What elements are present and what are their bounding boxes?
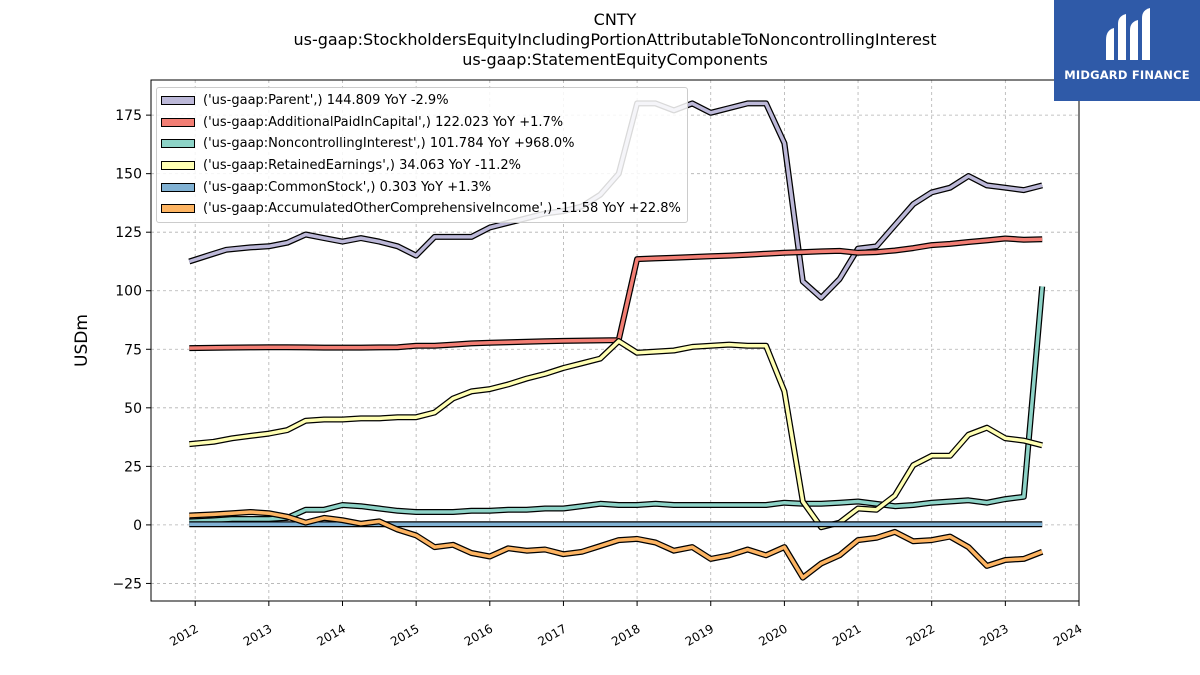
legend-entry: ('us-gaap:AdditionalPaidInCapital',) 122…: [161, 112, 681, 134]
y-tick-label: 25: [124, 459, 142, 475]
x-tick-label: 2014: [315, 621, 348, 648]
y-tick-label: 75: [124, 342, 142, 358]
series-line-2: [189, 286, 1044, 524]
y-tick-label: 150: [115, 167, 142, 183]
legend-entry: ('us-gaap:AccumulatedOtherComprehensiveI…: [161, 198, 681, 220]
legend-swatch: [161, 117, 195, 127]
chart-title-block: CNTY us-gaap:StockholdersEquityIncluding…: [0, 10, 1200, 70]
x-tick-label: 2012: [167, 621, 200, 648]
chart-subtitle-1: us-gaap:StockholdersEquityIncludingPorti…: [293, 30, 937, 49]
y-tick-label: −25: [112, 576, 142, 592]
y-tick-label: 175: [115, 108, 142, 124]
legend-label: ('us-gaap:Parent',) 144.809 YoY -2.9%: [203, 93, 449, 109]
legend-swatch: [161, 161, 195, 171]
legend-entry: ('us-gaap:NoncontrollingInterest',) 101.…: [161, 133, 681, 155]
x-tick-label: 2020: [756, 621, 789, 648]
y-tick-label: 100: [115, 284, 142, 300]
legend-swatch: [161, 204, 195, 214]
y-tick-label: 0: [133, 518, 142, 534]
x-tick-label: 2023: [977, 621, 1010, 648]
chart-title: CNTY: [593, 10, 637, 29]
series-line-5: [189, 510, 1043, 580]
x-tick-label: 2018: [609, 621, 642, 648]
y-tick-label: 50: [124, 401, 142, 417]
x-tick-label: 2022: [904, 621, 937, 648]
legend-label: ('us-gaap:RetainedEarnings',) 34.063 YoY…: [203, 158, 521, 174]
x-tick-label: 2021: [830, 621, 863, 648]
x-tick-label: 2019: [683, 621, 716, 648]
legend-entry: ('us-gaap:RetainedEarnings',) 34.063 YoY…: [161, 155, 681, 177]
series-line-1: [189, 236, 1043, 350]
legend-swatch: [161, 96, 195, 106]
legend-swatch: [161, 182, 195, 192]
series-outline-1: [189, 235, 1043, 352]
company-logo: MIDGARD FINANCE: [1054, 0, 1200, 101]
logo-mark-icon: [1106, 8, 1150, 60]
series-line-3: [189, 339, 1043, 529]
legend-label: ('us-gaap:NoncontrollingInterest',) 101.…: [203, 136, 575, 152]
logo-text: MIDGARD FINANCE: [1064, 68, 1190, 82]
legend-swatch: [161, 139, 195, 149]
x-tick-label: 2017: [535, 621, 568, 648]
x-tick-label: 2024: [1051, 621, 1084, 648]
legend-entry: ('us-gaap:Parent',) 144.809 YoY -2.9%: [161, 90, 681, 112]
x-tick-label: 2016: [462, 621, 495, 648]
x-tick-label: 2013: [241, 621, 274, 648]
legend-label: ('us-gaap:AccumulatedOtherComprehensiveI…: [203, 201, 681, 217]
legend: ('us-gaap:Parent',) 144.809 YoY -2.9% ('u…: [156, 87, 688, 223]
legend-entry: ('us-gaap:CommonStock',) 0.303 YoY +1.3%: [161, 176, 681, 198]
y-axis-label: USDm: [72, 314, 92, 367]
y-tick-label: 125: [115, 225, 142, 241]
plot-frame: [150, 79, 1080, 602]
chart-subtitle-2: us-gaap:StatementEquityComponents: [462, 50, 768, 69]
series-outline-3: [189, 338, 1043, 531]
x-tick-label: 2015: [388, 621, 421, 648]
series-outline-2: [189, 286, 1046, 525]
legend-label: ('us-gaap:AdditionalPaidInCapital',) 122…: [203, 114, 564, 130]
legend-label: ('us-gaap:CommonStock',) 0.303 YoY +1.3%: [203, 179, 492, 195]
